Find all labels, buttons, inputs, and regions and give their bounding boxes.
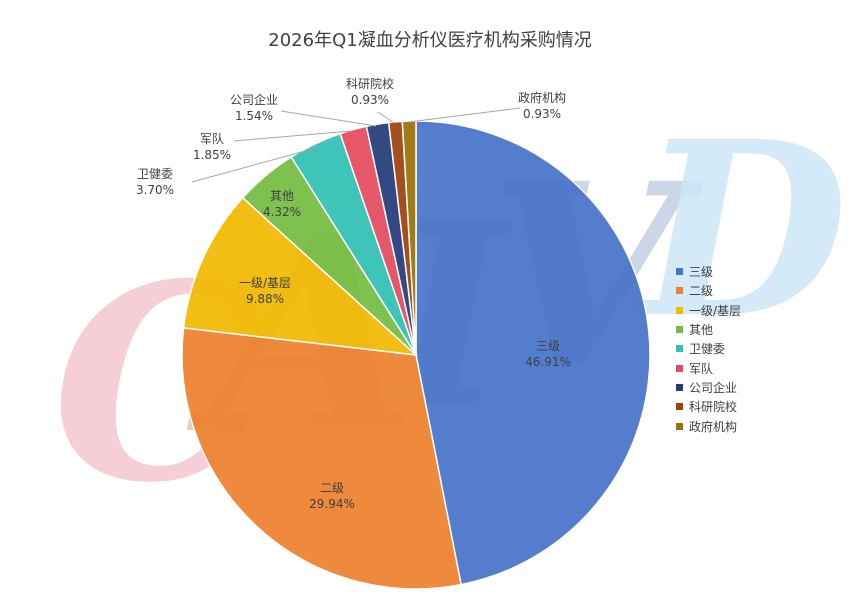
legend-label: 卫健委 — [689, 342, 726, 357]
legend-swatch — [676, 326, 683, 334]
pie-slice-1 — [415, 120, 651, 586]
chart-title: 2026年Q1凝血分析仪医疗机构采购情况 — [268, 30, 592, 51]
legend-swatch — [676, 422, 683, 430]
data-label-value-9: 0.93% — [523, 107, 561, 121]
data-label-name-9: 政府机构 — [518, 90, 566, 105]
data-label-value-7: 1.54% — [235, 109, 273, 123]
leader-line-6 — [233, 130, 352, 142]
data-label-value-1: 46.91% — [525, 355, 571, 369]
legend-item-2: 二级 — [676, 281, 741, 300]
legend-swatch — [676, 383, 683, 391]
data-label-name-3: 一级/基层 — [239, 276, 291, 290]
legend-item-6: 军队 — [676, 358, 741, 377]
data-label-value-4: 4.32% — [263, 205, 301, 219]
leader-line-8 — [377, 111, 395, 124]
legend-label: 政府机构 — [689, 419, 738, 434]
pie-slice-3 — [182, 196, 419, 357]
data-label-value-2: 29.94% — [309, 497, 355, 511]
legend-item-1: 三级 — [676, 262, 741, 281]
legend-swatch — [676, 268, 683, 276]
legend-item-9: 政府机构 — [676, 416, 741, 435]
data-label-value-6: 1.85% — [193, 148, 231, 162]
data-label-name-8: 科研院校 — [346, 76, 394, 91]
leader-line-7 — [280, 110, 377, 127]
legend-label: 军队 — [689, 361, 714, 376]
data-label-value-5: 3.70% — [136, 183, 174, 197]
legend-swatch — [676, 306, 683, 314]
legend-swatch — [676, 364, 683, 372]
data-label-name-2: 二级 — [320, 481, 344, 495]
data-label-name-6: 军队 — [200, 131, 224, 146]
legend-swatch — [676, 345, 683, 353]
legend-label: 二级 — [689, 284, 714, 299]
leader-line-9 — [408, 107, 521, 123]
legend-label: 三级 — [689, 265, 714, 280]
data-label-name-5: 卫健委 — [137, 167, 173, 181]
data-label-name-1: 三级 — [536, 339, 560, 353]
data-label-value-8: 0.93% — [351, 93, 389, 107]
legend-label: 公司企业 — [689, 380, 738, 395]
legend-item-8: 科研院校 — [676, 397, 741, 416]
legend-label: 其他 — [689, 323, 714, 338]
legend-item-5: 卫健委 — [676, 339, 741, 358]
data-label-name-4: 其他 — [270, 189, 294, 203]
leader-line-5 — [191, 147, 317, 183]
data-label-name-7: 公司企业 — [230, 92, 278, 107]
legend: 三级二级一级/基层其他卫健委军队公司企业科研院校政府机构 — [676, 262, 741, 436]
data-label-value-3: 9.88% — [246, 292, 284, 306]
legend-item-4: 其他 — [676, 320, 741, 339]
legend-swatch — [676, 403, 683, 411]
legend-item-7: 公司企业 — [676, 378, 741, 397]
legend-swatch — [676, 287, 683, 295]
legend-label: 科研院校 — [689, 400, 738, 415]
legend-item-3: 一级/基层 — [676, 301, 741, 320]
legend-label: 一级/基层 — [689, 303, 742, 318]
pie-slice-2 — [181, 327, 463, 590]
